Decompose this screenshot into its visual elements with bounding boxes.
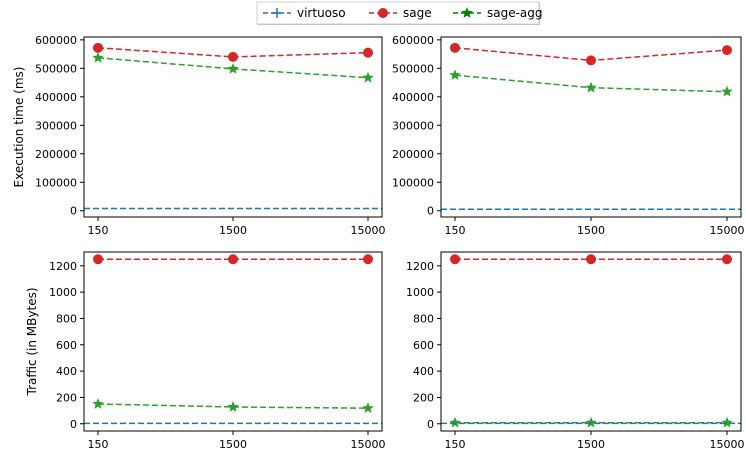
y-tick-label: 600000 — [392, 34, 434, 47]
legend-marker-sage-agg — [461, 7, 473, 18]
legend-box — [256, 1, 540, 25]
series-sage — [450, 42, 732, 66]
y-tick-label: 0 — [427, 205, 434, 218]
data-point-sage — [722, 254, 732, 265]
legend-label: virtuoso — [297, 6, 346, 20]
legend-label: sage — [403, 6, 432, 20]
plot-frame — [83, 36, 383, 218]
legend-item-sage: sage — [369, 6, 432, 20]
y-tick-label: 200 — [56, 391, 77, 404]
data-point-sage — [586, 254, 596, 265]
x-tick-label: 1500 — [219, 224, 247, 237]
legend: virtuoso sage sage-agg — [256, 1, 543, 25]
data-point-sage-agg — [92, 51, 104, 63]
chart-panel-top-left: 0 100000 200000 300000 400000 500000 600000 150… — [12, 34, 386, 237]
y-tick-label: 100000 — [35, 176, 77, 189]
y-tick-label: 0 — [70, 205, 77, 218]
series-sage-agg — [92, 398, 374, 414]
y-tick-label: 800 — [56, 312, 77, 325]
x-tick-label: 15000 — [710, 224, 745, 237]
x-tick-label: 150 — [88, 438, 109, 451]
data-point-sage — [228, 254, 238, 265]
series-sage-agg — [449, 69, 733, 97]
plot-frame — [440, 251, 742, 432]
data-point-sage-agg — [362, 402, 374, 414]
data-point-sage — [363, 47, 373, 58]
legend-marker-virtuoso — [272, 8, 282, 18]
x-tick-label: 1500 — [577, 224, 605, 237]
plot-frame — [440, 36, 742, 218]
y-axis-label: Traffic (in MBytes) — [25, 287, 39, 396]
legend-marker-sage — [378, 8, 388, 18]
data-point-sage — [363, 254, 373, 265]
series-sage-agg — [449, 416, 733, 428]
data-point-sage-agg — [92, 398, 104, 409]
legend-item-sage-agg: sage-agg — [453, 6, 543, 20]
data-point-sage-agg — [585, 81, 597, 93]
x-tick-label: 150 — [88, 224, 109, 237]
data-point-sage-agg — [721, 85, 733, 97]
chart-panel-top-right: 0 100000 200000 300000 400000 500000 600000 150… — [392, 34, 745, 237]
y-tick-label: 300000 — [35, 119, 77, 132]
data-point-sage — [93, 254, 103, 265]
data-point-sage — [450, 254, 460, 265]
data-point-sage-agg — [721, 416, 733, 428]
y-tick-label: 200000 — [35, 148, 77, 161]
x-tick-label: 150 — [445, 438, 466, 451]
y-tick-label: 1200 — [49, 260, 77, 273]
x-tick-label: 15000 — [710, 438, 745, 451]
chart-panel-bottom-right: 0 200 400 600 800 1000 1200 150 1500 15000 — [406, 251, 745, 451]
panels: 0100000200000300000400000500000600000150… — [12, 34, 745, 451]
data-point-sage-agg — [362, 71, 374, 83]
data-point-sage — [93, 42, 103, 53]
y-tick-label: 500000 — [35, 62, 77, 75]
x-tick-label: 1500 — [219, 438, 247, 451]
chart-panel-bottom-left: 0 200 400 600 800 1000 1200 150 1500 15000 Traffic… — [25, 251, 386, 451]
y-tick-label: 1200 — [406, 260, 434, 273]
data-point-sage-agg — [449, 69, 461, 80]
y-tick-label: 600000 — [35, 34, 77, 47]
y-tick-label: 200000 — [392, 148, 434, 161]
data-point-sage-agg — [449, 416, 461, 428]
x-tick-label: 15000 — [351, 438, 386, 451]
y-tick-label: 200 — [413, 391, 434, 404]
y-tick-label: 300000 — [392, 119, 434, 132]
x-tick-label: 15000 — [351, 224, 386, 237]
series-sage — [450, 254, 732, 265]
x-tick-label: 150 — [445, 224, 466, 237]
data-point-sage — [722, 45, 732, 56]
series-sage — [93, 42, 373, 62]
y-tick-label: 400000 — [392, 91, 434, 104]
plot-frame — [83, 251, 383, 432]
data-point-sage — [228, 51, 238, 62]
y-axis-label: Execution time (ms) — [12, 67, 26, 188]
y-tick-label: 0 — [427, 418, 434, 431]
y-tick-label: 400000 — [35, 91, 77, 104]
y-tick-label: 600 — [413, 339, 434, 352]
series-sage-agg — [92, 51, 374, 83]
legend-label: sage-agg — [487, 6, 543, 20]
data-point-sage-agg — [227, 62, 239, 74]
y-tick-label: 1000 — [49, 286, 77, 299]
x-tick-label: 1500 — [577, 438, 605, 451]
series-sage — [93, 254, 373, 265]
y-tick-label: 400 — [56, 365, 77, 378]
y-tick-label: 800 — [413, 312, 434, 325]
data-point-sage-agg — [227, 401, 239, 412]
legend-item-virtuoso: virtuoso — [263, 6, 346, 20]
data-point-sage — [450, 42, 460, 53]
y-tick-label: 500000 — [392, 62, 434, 75]
y-tick-label: 400 — [413, 365, 434, 378]
y-tick-label: 0 — [70, 418, 77, 431]
y-tick-label: 600 — [56, 339, 77, 352]
y-tick-label: 100000 — [392, 176, 434, 189]
data-point-sage — [586, 55, 596, 66]
y-tick-label: 1000 — [406, 286, 434, 299]
data-point-sage-agg — [585, 416, 597, 428]
